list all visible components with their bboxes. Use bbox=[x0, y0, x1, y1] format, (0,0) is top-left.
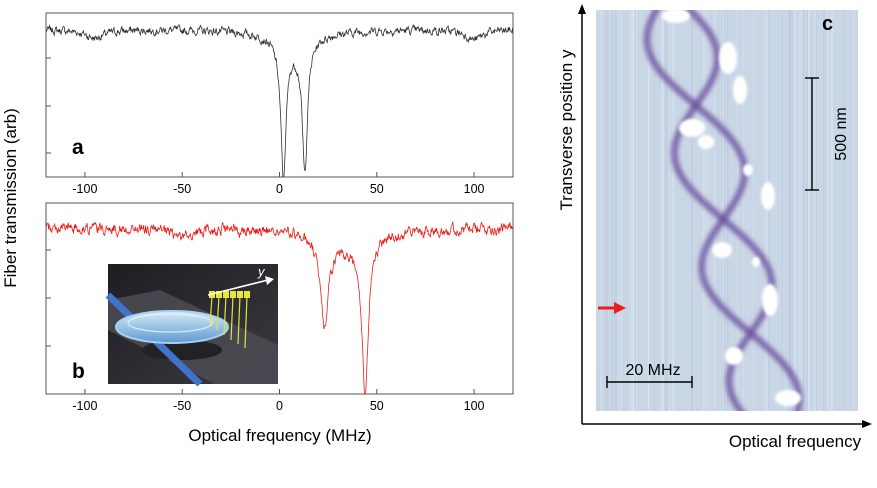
resonance-trace-1 bbox=[670, 10, 776, 411]
panel-c-x-label: Optical frequency bbox=[729, 432, 862, 451]
panel-c-x-arrowhead bbox=[862, 420, 872, 428]
x-tick-label: 100 bbox=[464, 182, 485, 196]
panel-c: Transverse position y Optical frequency … bbox=[557, 4, 872, 451]
resonance-trace-2 bbox=[643, 10, 803, 411]
inset-microdisk-rim bbox=[127, 313, 213, 333]
x-tick-label: -100 bbox=[72, 182, 97, 196]
panel-c-red-arrow bbox=[598, 302, 626, 314]
panel-b-inset: y bbox=[105, 264, 278, 387]
x-tick-label: -50 bbox=[173, 399, 191, 413]
panel-c-y-label: Transverse position y bbox=[557, 49, 576, 210]
panel-a: -100 -50 0 50 100 a bbox=[45, 12, 514, 196]
x-tick-label: 50 bbox=[370, 399, 384, 413]
x-tick-label: 100 bbox=[464, 399, 485, 413]
panel-b: -100 -50 0 50 100 bbox=[45, 202, 514, 413]
panel-c-map bbox=[600, 10, 855, 411]
panel-c-y-arrowhead bbox=[578, 4, 586, 14]
panel-c-label: c bbox=[822, 13, 833, 35]
inset-y-arrow bbox=[207, 279, 269, 296]
x-tick-label: 50 bbox=[370, 182, 384, 196]
scale-bar-vertical-label: 500 nm bbox=[833, 107, 850, 160]
inset-y-label: y bbox=[257, 264, 266, 279]
scale-bar-horizontal-label: 20 MHz bbox=[625, 362, 680, 379]
scale-bar-vertical bbox=[805, 77, 819, 191]
panel-a-y-ticks bbox=[46, 57, 51, 154]
panel-b-series-line bbox=[46, 221, 513, 394]
panel-a-series-line bbox=[46, 23, 513, 177]
panel-c-saturated-blobs bbox=[662, 10, 801, 406]
inset-microdisk bbox=[115, 310, 229, 344]
panel-a-x-ticks: -100 -50 0 50 100 bbox=[72, 172, 485, 196]
x-tick-label: -100 bbox=[72, 399, 97, 413]
inset-probes bbox=[209, 291, 250, 349]
panel-b-x-ticks: -100 -50 0 50 100 bbox=[72, 389, 485, 413]
x-tick-label: 0 bbox=[276, 399, 283, 413]
scale-bar-horizontal bbox=[606, 376, 693, 388]
x-tick-label: 0 bbox=[276, 182, 283, 196]
panel-b-label: b bbox=[72, 360, 85, 383]
panel-c-resonances bbox=[643, 10, 803, 411]
panel-b-y-ticks bbox=[46, 249, 51, 347]
inset-y-arrowhead bbox=[265, 276, 274, 285]
panel-a-label: a bbox=[72, 136, 84, 159]
x-axis-label-ab: Optical frequency (MHz) bbox=[188, 426, 371, 445]
y-axis-label-ab: Fiber transmission (arb) bbox=[1, 108, 20, 288]
x-tick-label: -50 bbox=[173, 182, 191, 196]
